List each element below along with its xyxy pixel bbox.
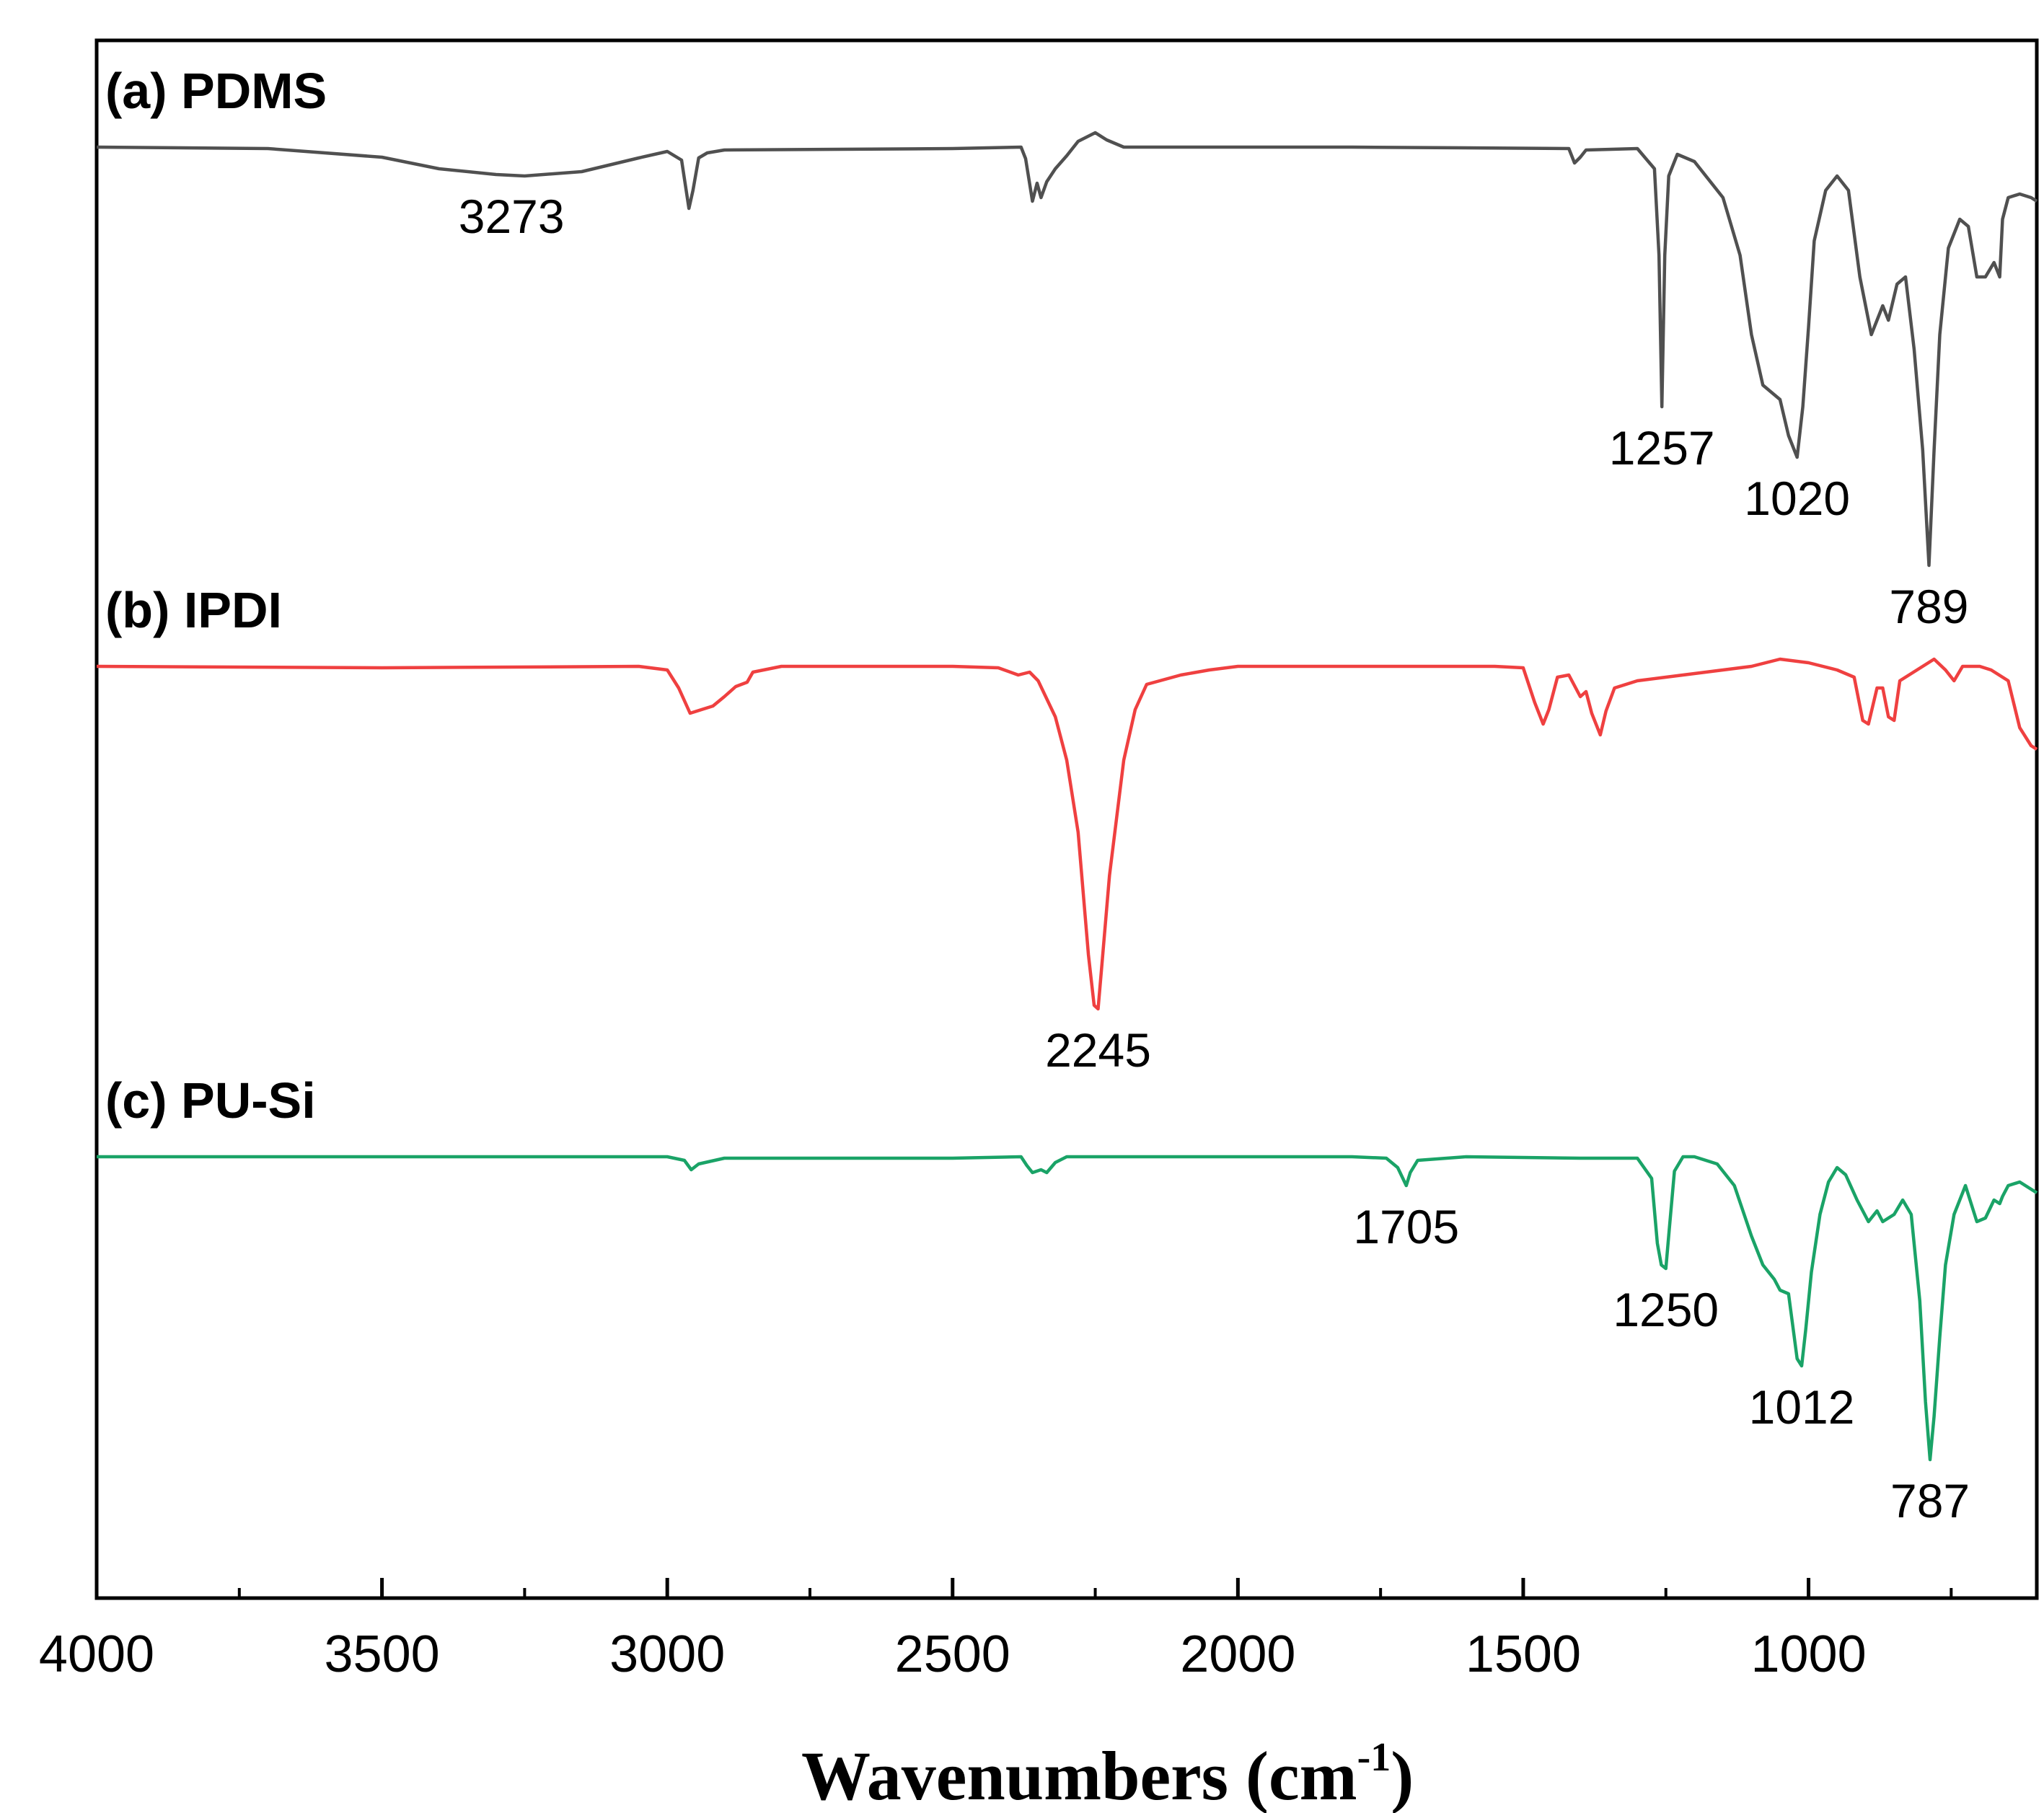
series-line-ipdi (96, 657, 2038, 1011)
x-axis-tick-labels: 4000 3500 3000 2500 2000 1500 1000 (39, 1625, 1867, 1683)
spectra-series (96, 131, 2038, 1462)
peak-labels: 3273 1257 1020 789 2245 1705 1250 1012 787 (459, 190, 1970, 1527)
series-label-pdms: (a) PDMS (105, 63, 327, 119)
x-tick-label: 2500 (895, 1625, 1010, 1683)
series-label-pu-si: (c) PU-Si (105, 1072, 316, 1129)
series-label-ipdi: (b) IPDI (105, 582, 282, 638)
x-tick-label: 2000 (1180, 1625, 1295, 1683)
peak-label-1250: 1250 (1613, 1283, 1719, 1336)
peak-label-1012: 1012 (1749, 1380, 1855, 1434)
x-axis-title-close: ) (1391, 1737, 1414, 1813)
peak-label-1705: 1705 (1353, 1200, 1459, 1253)
x-tick-label: 4000 (39, 1625, 154, 1683)
peak-label-3273: 3273 (459, 190, 565, 243)
x-axis-title-text: Wavenumbers (cm (801, 1737, 1357, 1813)
series-labels: (a) PDMS (b) IPDI (c) PU-Si (105, 63, 327, 1129)
x-tick-label: 1500 (1466, 1625, 1581, 1683)
x-tick-label: 3000 (609, 1625, 725, 1683)
x-axis-title: Wavenumbers (cm-1) (801, 1735, 1414, 1813)
x-tick-label: 1000 (1750, 1625, 1866, 1683)
peak-label-2245: 2245 (1045, 1023, 1151, 1077)
peak-label-787: 787 (1890, 1474, 1970, 1527)
peak-label-789: 789 (1889, 580, 1968, 633)
peak-label-1257: 1257 (1609, 421, 1715, 475)
series-line-pdms (96, 131, 2038, 568)
plot-frame (94, 38, 2039, 1600)
x-tick-label: 3500 (325, 1625, 440, 1683)
x-axis-major-ticks (94, 1578, 1811, 1598)
series-line-pu-si (97, 1155, 2038, 1462)
peak-label-1020: 1020 (1744, 472, 1850, 525)
x-axis-title-superscript: -1 (1357, 1735, 1391, 1780)
